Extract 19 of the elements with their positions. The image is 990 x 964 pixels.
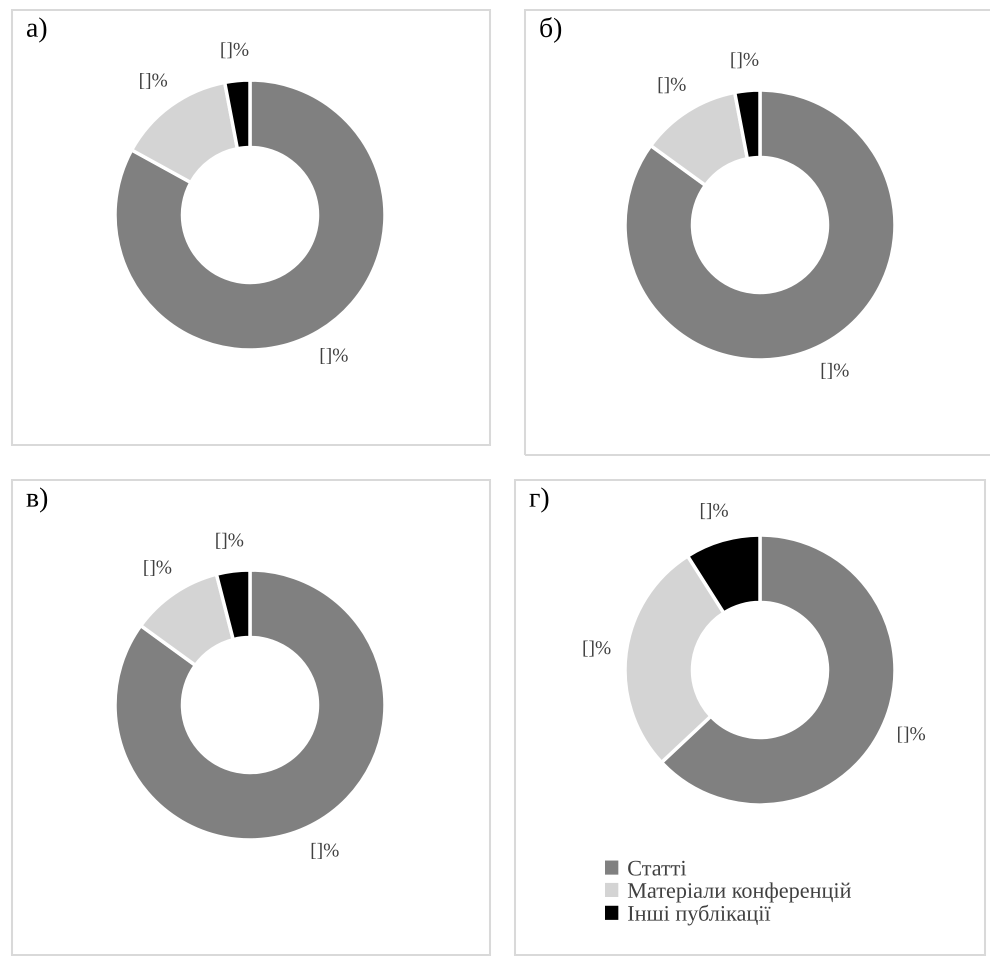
data-label: []% [658, 77, 686, 94]
legend-label: Матеріали конференцій [628, 882, 851, 903]
data-label: []% [312, 842, 339, 860]
legend-label: Інші публікації [628, 904, 771, 926]
data-label: []% [700, 503, 728, 520]
data-label: []% [731, 52, 758, 68]
data-label: []% [320, 348, 348, 364]
data-label: []% [140, 72, 168, 90]
data-label: []% [144, 560, 172, 576]
chart-title: г) [530, 487, 548, 513]
chart-title: б) [540, 17, 562, 43]
chart-title: в) [26, 487, 48, 513]
data-label: []% [216, 532, 244, 549]
data-label: []% [822, 362, 849, 380]
chart-title: а) [26, 17, 46, 43]
data-label: []% [898, 726, 926, 743]
legend-label: Статті [628, 860, 686, 876]
data-label: []% [583, 640, 611, 657]
data-label: []% [221, 42, 248, 58]
